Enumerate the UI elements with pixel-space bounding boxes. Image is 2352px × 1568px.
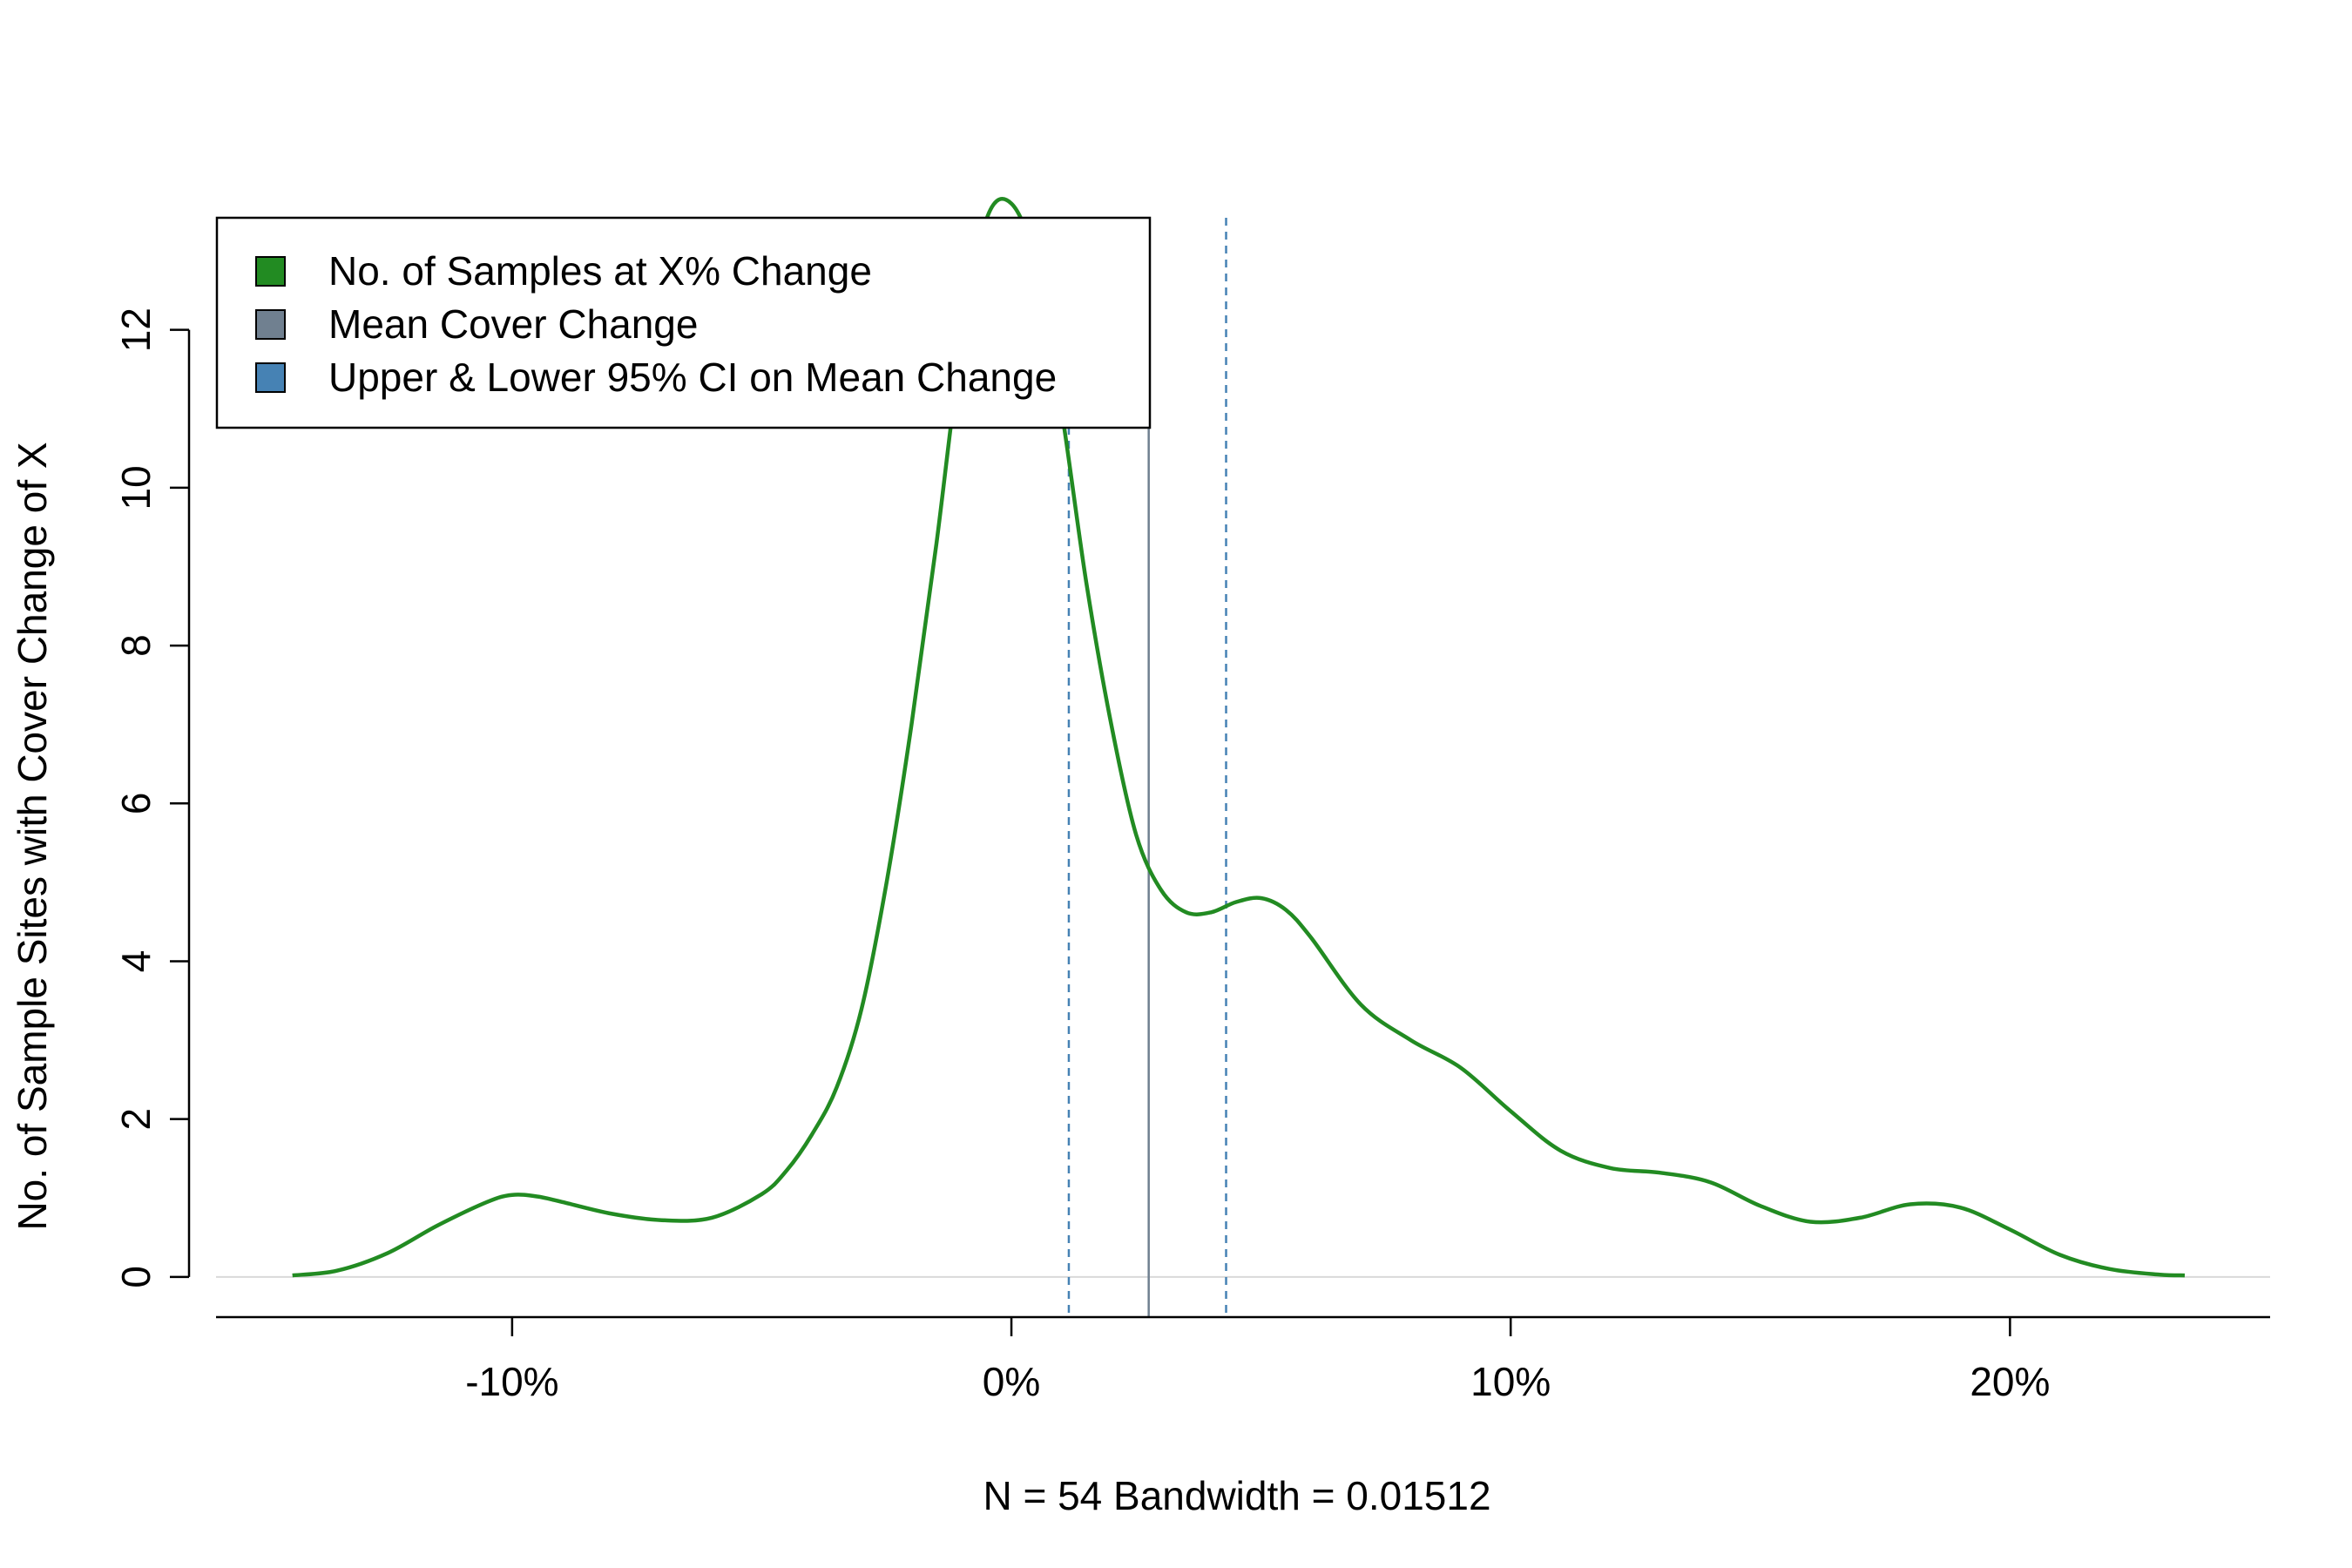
y-tick-label: 4 [113, 950, 159, 973]
y-tick-label: 8 [113, 634, 159, 657]
legend-swatch [255, 362, 286, 393]
x-tick-label: 10% [1470, 1359, 1551, 1404]
y-tick-label: 0 [113, 1266, 159, 1288]
y-axis-title: No. of Sample Sites with Cover Change of… [10, 442, 55, 1230]
legend-label: Upper & Lower 95% CI on Mean Change [328, 355, 1057, 400]
legend-label: Mean Cover Change [328, 301, 698, 347]
y-tick-label: 10 [113, 465, 159, 510]
y-tick-label: 6 [113, 792, 159, 814]
legend-label: No. of Samples at X% Change [328, 248, 872, 294]
y-tick-label: 2 [113, 1108, 159, 1131]
legend-box [215, 216, 1152, 429]
x-tick-label: -10% [465, 1359, 558, 1404]
x-axis-title: N = 54 Bandwidth = 0.01512 [983, 1473, 1490, 1518]
density-curve [292, 197, 2186, 1278]
x-tick-label: 20% [1970, 1359, 2050, 1404]
axes: -10% 0% 10% 20% 0 2 4 6 8 10 12 [113, 308, 2270, 1404]
legend-swatch [255, 309, 286, 340]
legend-swatch [255, 256, 286, 287]
y-tick-label: 12 [113, 308, 159, 352]
x-tick-label: 0% [983, 1359, 1040, 1404]
legend: No. of Samples at X% Change Mean Cover Ch… [215, 216, 1152, 429]
